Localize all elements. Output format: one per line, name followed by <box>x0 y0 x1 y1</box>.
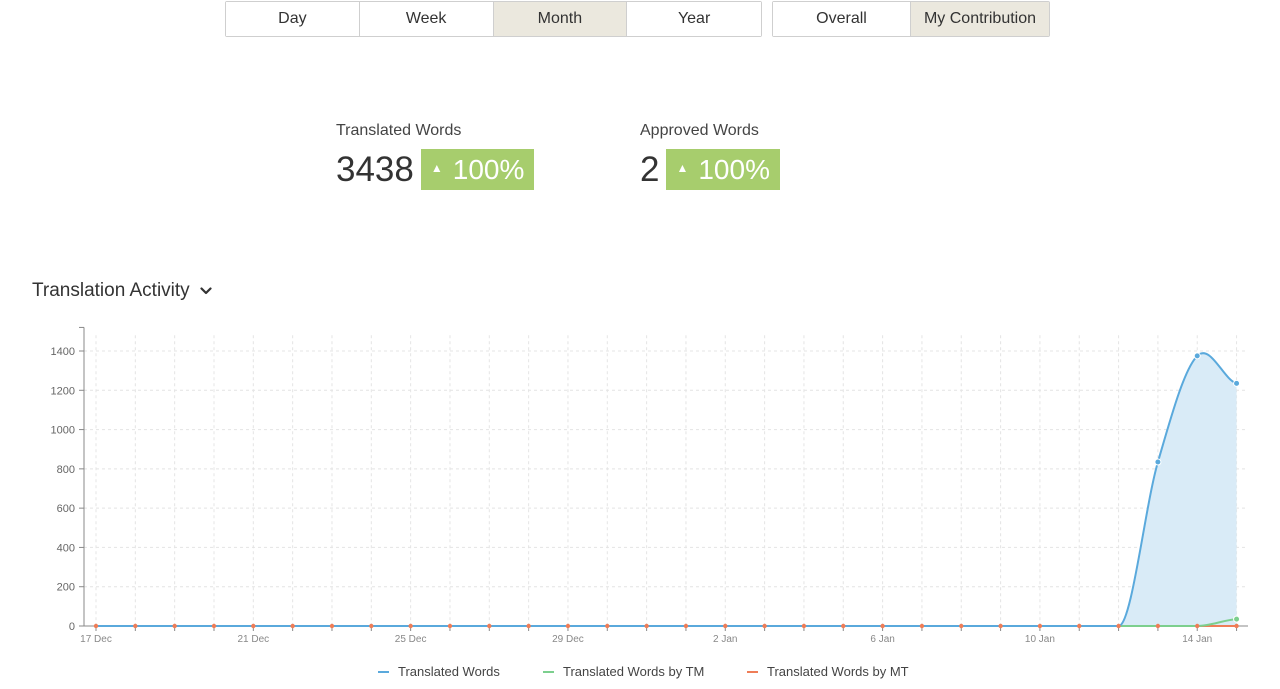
series-translated-words-by-mt-point <box>880 623 885 629</box>
y-tick-label: 400 <box>57 542 75 554</box>
series-translated-words-by-mt-point <box>644 623 649 629</box>
legend-label: Translated Words by MT <box>767 664 909 679</box>
series-translated-words-by-mt-point <box>1195 623 1200 629</box>
series-translated-words-by-mt-point <box>919 623 925 629</box>
legend-item-translated-words[interactable]: Translated Words <box>378 664 500 679</box>
series-translated-words-by-mt-point <box>487 623 492 629</box>
x-tick-label: 21 Dec <box>237 634 269 645</box>
series-translated-words-by-mt-point <box>959 623 964 629</box>
x-tick-label: 25 Dec <box>395 634 427 645</box>
x-tick-label: 6 Jan <box>870 634 894 645</box>
x-tick-label: 29 Dec <box>552 634 584 645</box>
series-translated-words-by-mt-point <box>211 623 217 629</box>
x-tick-label: 10 Jan <box>1025 634 1055 645</box>
series-translated-words-by-mt-point <box>605 623 610 629</box>
series-translated-words-by-mt-point <box>998 623 1003 629</box>
translation-activity-chart: 0 200 400 600 800 1000 1200 1400 17 Dec 21 Dec 25 … <box>51 326 1248 645</box>
scope-my-contribution-button[interactable]: My Contribution <box>911 2 1049 36</box>
translated-words-value: 3438 <box>336 150 414 189</box>
series-translated-words-by-mt-point <box>172 623 177 629</box>
series-translated-words-by-mt-point <box>801 623 807 629</box>
approved-words-change-badge: ▲ 100% <box>666 149 780 190</box>
chevron-down-icon <box>200 287 212 295</box>
series-translated-words-by-mt-point <box>251 623 256 629</box>
legend-label: Translated Words by TM <box>563 664 705 679</box>
series-translated-words-by-mt-point <box>329 623 335 629</box>
up-triangle-icon: ▲ <box>676 160 689 175</box>
series-translated-words-by-mt-point <box>133 623 138 629</box>
approved-words-stat: Approved Words 2 ▲ 100% <box>640 122 780 190</box>
series-translated-words-by-mt-point <box>841 623 846 629</box>
y-tick-label: 0 <box>69 621 75 633</box>
approved-words-label: Approved Words <box>640 122 759 139</box>
legend-item-translated-words-by-tm[interactable]: Translated Words by TM <box>543 664 704 679</box>
y-tick-label: 1200 <box>51 385 75 397</box>
series-translated-words-by-tm-point <box>1233 615 1241 623</box>
y-tick-label: 200 <box>57 582 75 594</box>
x-tick-label: 2 Jan <box>713 634 737 645</box>
legend-item-translated-words-by-mt[interactable]: Translated Words by MT <box>747 664 909 679</box>
y-tick-label: 600 <box>57 503 75 515</box>
legend-swatch <box>747 670 758 673</box>
scope-selector: Overall My Contribution <box>772 1 1050 37</box>
series-translated-words-by-mt-point <box>565 623 571 629</box>
legend-label: Translated Words <box>398 664 500 679</box>
legend-swatch <box>543 670 554 673</box>
series-translated-words-line <box>96 352 1238 627</box>
series-translated-words-area <box>96 353 1237 626</box>
chart-legend: Translated Words Translated Words by TM … <box>0 664 1280 682</box>
period-day-button[interactable]: Day <box>226 2 360 36</box>
translated-words-change: 100% <box>452 153 525 185</box>
series-translated-words-point <box>1193 352 1201 360</box>
series-translated-words-by-mt-point <box>683 623 689 629</box>
series-translated-words-by-tm-line <box>96 618 1237 627</box>
period-year-button[interactable]: Year <box>627 2 761 36</box>
approved-words-change: 100% <box>698 153 770 185</box>
y-tick-label: 1400 <box>51 346 75 358</box>
translated-words-stat: Translated Words 3438 ▲ 100% <box>336 122 535 190</box>
series-translated-words-by-mt-point <box>408 623 413 629</box>
series-translated-words-by-mt-point <box>526 623 531 629</box>
period-selector: Day Week Month Year <box>225 1 762 37</box>
section-title: Translation Activity <box>32 280 190 301</box>
translated-words-change-badge: ▲ 100% <box>420 149 535 190</box>
series-translated-words-by-mt-point <box>93 623 99 629</box>
series-translated-words-by-mt-point <box>723 623 728 629</box>
legend-swatch <box>378 670 389 673</box>
x-tick-label: 14 Jan <box>1182 634 1212 645</box>
translated-words-label: Translated Words <box>336 122 462 139</box>
series-translated-words-by-mt-point <box>762 623 767 629</box>
approved-words-value: 2 <box>640 150 660 189</box>
series-translated-words-by-mt-point <box>1077 623 1082 629</box>
y-tick-label: 800 <box>57 464 75 476</box>
period-week-button[interactable]: Week <box>359 2 494 36</box>
series-translated-words-by-mt-point <box>1155 623 1161 629</box>
series-translated-words-by-mt-point <box>1116 623 1121 629</box>
series-translated-words-by-mt-point <box>290 623 295 629</box>
scope-overall-button[interactable]: Overall <box>773 2 911 36</box>
series-translated-words-by-mt-point <box>1234 623 1239 629</box>
series-translated-words-by-mt-point <box>1037 623 1043 629</box>
series-translated-words-by-mt-point <box>369 623 374 629</box>
period-month-button[interactable]: Month <box>493 2 628 36</box>
series-translated-words-point <box>1154 458 1162 466</box>
up-triangle-icon: ▲ <box>430 160 443 175</box>
series-translated-words-point <box>1233 379 1241 387</box>
x-tick-label: 17 Dec <box>80 634 112 645</box>
y-tick-label: 1000 <box>51 425 75 437</box>
translation-activity-dropdown[interactable]: Translation Activity <box>32 280 212 302</box>
series-translated-words-by-mt-point <box>447 623 453 629</box>
